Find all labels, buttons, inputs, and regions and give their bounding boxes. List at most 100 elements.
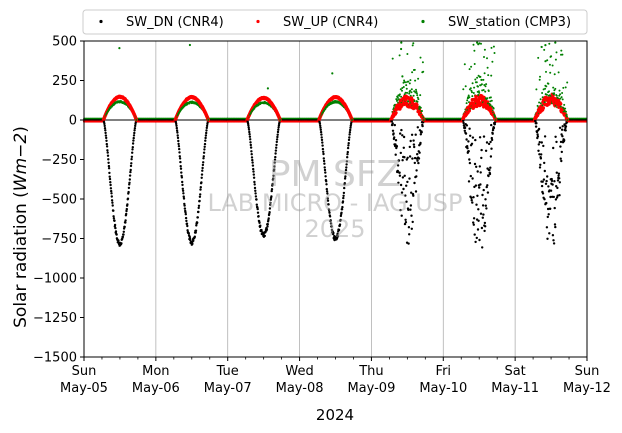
sw-dn-point: [348, 142, 350, 144]
sw-dn-point: [253, 173, 255, 175]
sw-dn-point: [555, 141, 557, 143]
sw-station-point: [420, 57, 422, 59]
sw-dn-point: [537, 135, 539, 137]
sw-dn-point: [180, 171, 182, 173]
sw-dn-point: [252, 170, 254, 172]
sw-dn-point: [321, 144, 323, 146]
sw-station-point: [422, 71, 424, 73]
sw-dn-point: [132, 146, 134, 148]
sw-dn-point: [559, 145, 561, 147]
sw-dn-point: [106, 145, 108, 147]
sw-dn-point: [404, 175, 406, 177]
sw-dn-point: [133, 134, 135, 136]
sw-dn-point: [541, 185, 543, 187]
sw-station-point: [471, 91, 473, 93]
sw-station-point: [351, 119, 353, 121]
sw-dn-point: [319, 127, 321, 129]
sw-dn-point: [322, 151, 324, 153]
sw-dn-point: [477, 228, 479, 230]
sw-station-point: [482, 79, 484, 81]
sw-dn-point: [203, 148, 205, 150]
sw-dn-point: [105, 140, 107, 142]
sw-dn-point: [561, 129, 563, 131]
sw-dn-point: [539, 141, 541, 143]
sw-station-point: [493, 108, 495, 110]
sw-dn-point: [409, 155, 411, 157]
sw-dn-point: [133, 132, 135, 134]
sw-station-point: [470, 66, 472, 68]
sw-dn-point: [484, 198, 486, 200]
sw-station-point: [491, 47, 493, 49]
sw-station-point: [565, 86, 567, 88]
sw-dn-point: [471, 143, 473, 145]
sw-dn-point: [467, 140, 469, 142]
sw-station-point: [562, 98, 564, 100]
sw-dn-point: [131, 148, 133, 150]
sw-station-point: [472, 82, 474, 84]
sw-dn-point: [413, 182, 415, 184]
sw-station-point: [486, 57, 488, 59]
sw-dn-point: [277, 134, 279, 136]
sw-station-point: [540, 98, 542, 100]
sw-station-point: [560, 50, 562, 52]
sw-dn-point: [179, 157, 181, 159]
sw-dn-point: [544, 135, 546, 137]
sw-dn-point: [108, 172, 110, 174]
sw-dn-point: [462, 122, 464, 124]
sw-dn-point: [202, 161, 204, 163]
sw-dn-point: [474, 241, 476, 243]
sw-dn-point: [409, 146, 411, 148]
x-tick-date: May-07: [204, 381, 252, 396]
sw-dn-point: [416, 153, 418, 155]
sw-dn-point: [253, 177, 255, 179]
sw-dn-point: [106, 143, 108, 145]
sw-dn-point: [539, 166, 541, 168]
sw-dn-point: [560, 160, 562, 162]
sw-dn-point: [556, 172, 558, 174]
sw-dn-point: [399, 132, 401, 134]
sw-station-point: [473, 87, 475, 89]
sw-dn-point: [476, 237, 478, 239]
sw-station-point: [550, 55, 552, 57]
sw-dn-point: [481, 227, 483, 229]
sw-dn-point: [248, 128, 250, 130]
sw-station-point: [406, 88, 408, 90]
sw-station-point: [401, 75, 403, 77]
sw-dn-point: [113, 220, 115, 222]
sw-dn-point: [537, 150, 539, 152]
y-axis-title-prefix: Solar radiation (: [11, 191, 31, 328]
sw-dn-point: [408, 226, 410, 228]
sw-dn-point: [129, 171, 131, 173]
sw-dn-point: [392, 122, 394, 124]
x-tick-day: Sat: [504, 364, 525, 379]
sw-dn-point: [104, 127, 106, 129]
sw-dn-point: [276, 138, 278, 140]
sw-dn-point: [124, 219, 126, 221]
sw-dn-point: [468, 158, 470, 160]
sw-station-point: [567, 119, 569, 121]
sw-dn-point: [198, 205, 200, 207]
sw-dn-point: [105, 134, 107, 136]
sw-dn-point: [124, 226, 126, 228]
legend: SW_DN (CNR4) SW_UP (CNR4) SW_station (CMP3…: [83, 10, 587, 34]
sw-dn-point: [320, 133, 322, 135]
sw-dn-point: [538, 128, 540, 130]
sw-dn-point: [195, 230, 197, 232]
sw-station-point: [562, 87, 564, 89]
sw-station-point: [469, 68, 471, 70]
sw-dn-point: [541, 141, 543, 143]
sw-dn-point: [203, 152, 205, 154]
sw-dn-point: [401, 159, 403, 161]
sw-dn-point: [480, 213, 482, 215]
sw-dn-point: [322, 148, 324, 150]
sw-station-point: [465, 85, 467, 87]
sw-dn-point: [132, 139, 134, 141]
sw-station-point: [552, 65, 554, 67]
sw-station-point: [470, 87, 472, 89]
sw-dn-point: [404, 219, 406, 221]
sw-dn-point: [111, 199, 113, 201]
sw-dn-point: [252, 168, 254, 170]
sw-dn-point: [191, 243, 193, 245]
sw-dn-point: [126, 208, 128, 210]
sw-dn-point: [202, 164, 204, 166]
